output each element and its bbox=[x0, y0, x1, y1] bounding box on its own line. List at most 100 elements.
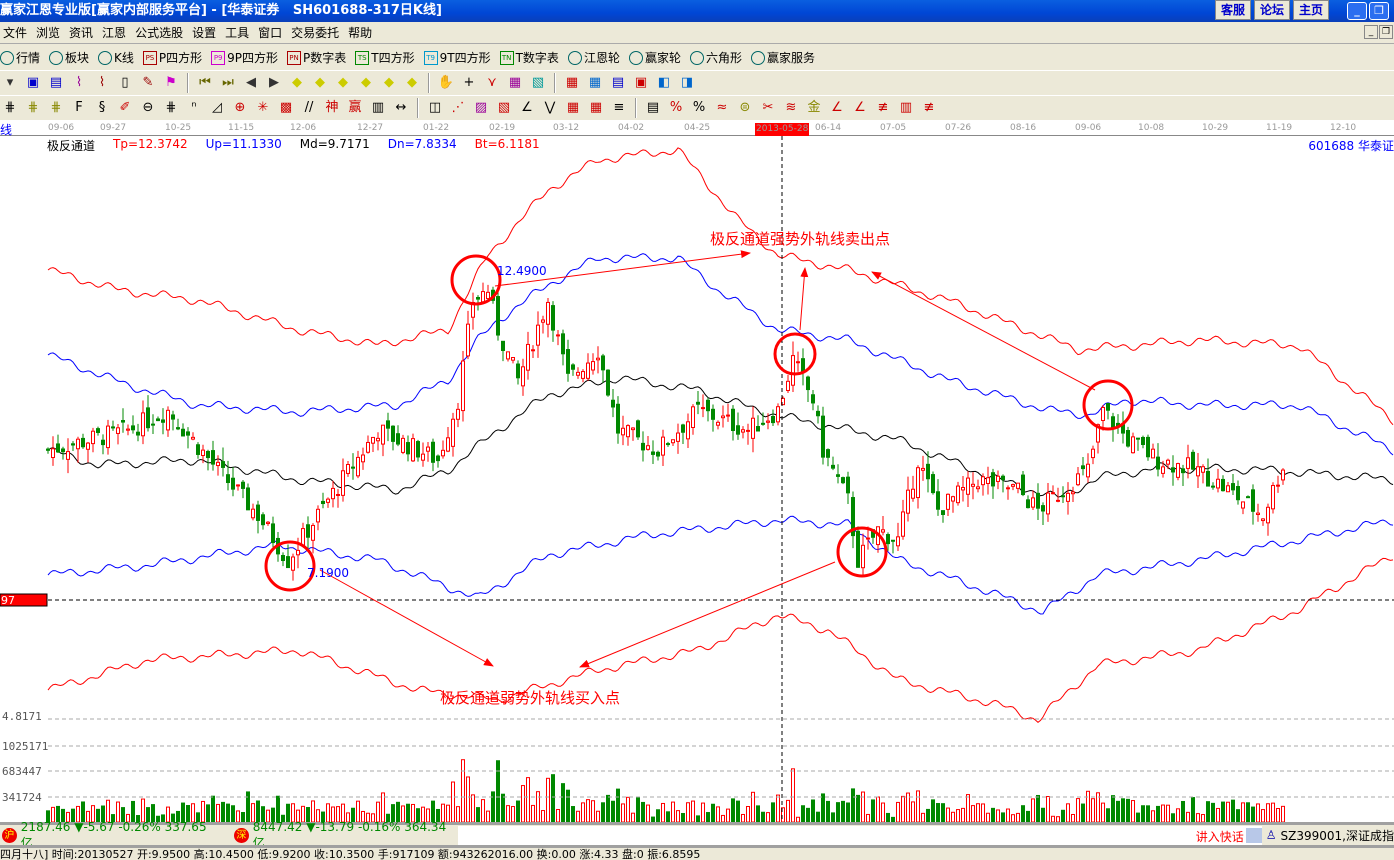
toolbar-item[interactable]: 江恩轮 bbox=[567, 49, 620, 66]
toolbar-item[interactable]: K线 bbox=[98, 49, 134, 66]
circle-icon[interactable]: ⊖ bbox=[142, 100, 154, 115]
fib-icon[interactable]: F bbox=[75, 100, 83, 115]
grid3-icon[interactable]: ▦ bbox=[589, 100, 603, 115]
wave-icon[interactable]: ≈ bbox=[716, 100, 728, 115]
menu-item[interactable]: 浏览 bbox=[36, 26, 61, 40]
dropdown-icon[interactable]: ▾ bbox=[6, 75, 14, 90]
square-icon[interactable]: ▩ bbox=[279, 100, 293, 115]
pct-icon[interactable]: % bbox=[692, 100, 706, 115]
calculator-icon[interactable]: ▦ bbox=[588, 75, 602, 90]
parallel-icon[interactable]: // bbox=[304, 100, 314, 115]
toolbar-item[interactable]: PN P数字表 bbox=[287, 49, 346, 66]
scissor-icon[interactable]: ✂ bbox=[762, 100, 774, 115]
channel-icon[interactable]: ≡ bbox=[613, 100, 625, 115]
network-icon[interactable]: ◧ bbox=[657, 75, 671, 90]
wave9-icon[interactable]: ⌇ bbox=[98, 75, 106, 90]
angle-line-icon[interactable]: ∠ bbox=[521, 100, 533, 115]
restore-icon[interactable]: ❐ bbox=[1369, 2, 1389, 20]
expand-icon[interactable]: ◆ bbox=[338, 75, 348, 90]
v-line-icon[interactable]: ⋁ bbox=[544, 100, 556, 115]
menu-item[interactable]: 设置 bbox=[192, 26, 217, 40]
minimize-icon[interactable]: _ bbox=[1347, 2, 1367, 20]
spiral-icon[interactable]: § bbox=[98, 100, 106, 115]
square-fan-icon[interactable]: ▨ bbox=[474, 100, 488, 115]
menu-item[interactable]: 江恩 bbox=[102, 26, 127, 40]
first-icon[interactable]: ⏮ bbox=[199, 75, 211, 90]
numbers-icon[interactable]: ▥ bbox=[371, 100, 385, 115]
next-icon[interactable]: ▶ bbox=[269, 75, 279, 90]
mdi-minimize-icon[interactable]: _ bbox=[1364, 25, 1378, 39]
save-icon[interactable]: ▣ bbox=[634, 75, 648, 90]
right-icon[interactable]: ◆ bbox=[315, 75, 325, 90]
menu-item[interactable]: 工具 bbox=[225, 26, 250, 40]
pen-icon[interactable]: ✐ bbox=[119, 100, 131, 115]
printer-icon[interactable]: ◨ bbox=[680, 75, 694, 90]
coin-icon[interactable]: ⊜ bbox=[739, 100, 751, 115]
bars-icon[interactable]: ≢ bbox=[877, 100, 889, 115]
line-icon[interactable]: ⋎ bbox=[487, 75, 497, 90]
draw-icon[interactable]: ✎ bbox=[142, 75, 154, 90]
gold2-icon[interactable]: ⋕ bbox=[50, 100, 62, 115]
customer-service-button[interactable]: 客服 bbox=[1215, 0, 1252, 20]
toolbar-item[interactable]: T9 9T四方形 bbox=[423, 49, 491, 66]
toolbar-item[interactable]: PS P四方形 bbox=[142, 49, 202, 66]
up-down-icon[interactable]: ◆ bbox=[384, 75, 394, 90]
toolbar-item[interactable]: 六角形 bbox=[689, 49, 742, 66]
last-icon[interactable]: ⏭ bbox=[222, 75, 234, 90]
quick-input[interactable]: 讲入快话 bbox=[457, 825, 1262, 845]
toolbar-item[interactable]: 赢家轮 bbox=[628, 49, 681, 66]
menu-item[interactable]: 帮助 bbox=[348, 26, 373, 40]
target-icon[interactable]: ⊕ bbox=[234, 100, 246, 115]
toolbar-item[interactable]: TS T四方形 bbox=[355, 49, 415, 66]
web-icon[interactable]: ✳ bbox=[257, 100, 269, 115]
menu-item[interactable]: 资讯 bbox=[69, 26, 94, 40]
gold-icon[interactable]: 金 bbox=[807, 100, 821, 115]
wave3-icon[interactable]: ⌇ bbox=[75, 75, 83, 90]
gold1-icon[interactable]: ⋕ bbox=[27, 100, 39, 115]
percent-icon[interactable]: % bbox=[669, 100, 683, 115]
left-icon[interactable]: ◆ bbox=[292, 75, 302, 90]
grid2-icon[interactable]: ▦ bbox=[566, 100, 580, 115]
menu-item[interactable]: 公式选股 bbox=[135, 26, 184, 40]
candle-icon[interactable]: ▯ bbox=[121, 75, 129, 90]
winner-icon[interactable]: 赢 bbox=[348, 100, 362, 115]
zoom-icon[interactable]: ◆ bbox=[407, 75, 417, 90]
table2-icon[interactable]: ▥ bbox=[899, 100, 913, 115]
toolbar-item[interactable]: 板块 bbox=[49, 49, 89, 66]
power-icon[interactable]: ⁿ bbox=[191, 100, 197, 115]
lines-icon[interactable]: ⋕ bbox=[165, 100, 177, 115]
table-icon[interactable]: ▤ bbox=[646, 100, 660, 115]
angle-icon[interactable]: ◿ bbox=[212, 100, 222, 115]
spin-icon[interactable] bbox=[1245, 827, 1262, 843]
forum-button[interactable]: 论坛 bbox=[1254, 0, 1291, 20]
shrink-icon[interactable]: ◆ bbox=[361, 75, 371, 90]
prev-icon[interactable]: ◀ bbox=[246, 75, 256, 90]
gann-angle-icon[interactable]: ∠ bbox=[831, 100, 843, 115]
homepage-button[interactable]: 主页 bbox=[1293, 0, 1330, 20]
gann-angle2-icon[interactable]: ∠ bbox=[854, 100, 866, 115]
flag-icon[interactable]: ⚑ bbox=[165, 75, 177, 90]
list-icon[interactable]: ▤ bbox=[49, 75, 63, 90]
grid-icon[interactable]: ▧ bbox=[531, 75, 545, 90]
god-icon[interactable]: 神 bbox=[325, 100, 339, 115]
hand-icon[interactable]: ✋ bbox=[437, 75, 455, 90]
toolbar-item[interactable]: 行情 bbox=[0, 49, 40, 66]
fan-icon[interactable]: ⋰ bbox=[451, 100, 465, 115]
toolbar-item[interactable]: 赢家服务 bbox=[750, 49, 815, 66]
pattern-icon[interactable]: ▣ bbox=[26, 75, 40, 90]
toolbar-item[interactable]: TN T数字表 bbox=[499, 49, 559, 66]
crosshair-icon[interactable]: + bbox=[463, 75, 475, 90]
kline-chart[interactable]: 极反通道 Tp=12.3742 Up=11.1330 Md=9.7171 Dn=… bbox=[0, 136, 1394, 822]
toolbar-item[interactable]: P9 9P四方形 bbox=[211, 49, 278, 66]
chan-icon[interactable]: ≋ bbox=[785, 100, 797, 115]
tower-icon[interactable]: ▦ bbox=[508, 75, 522, 90]
box-icon[interactable]: ◫ bbox=[428, 100, 442, 115]
gann-grid-icon[interactable]: ⋕ bbox=[4, 100, 16, 115]
bars2-icon[interactable]: ≢ bbox=[923, 100, 935, 115]
calendar-icon[interactable]: ▦ bbox=[565, 75, 579, 90]
menu-item[interactable]: 文件 bbox=[3, 26, 28, 40]
menu-item[interactable]: 交易委托 bbox=[291, 26, 340, 40]
measure-icon[interactable]: ↔ bbox=[395, 100, 407, 115]
mdi-restore-icon[interactable]: ❐ bbox=[1379, 25, 1393, 39]
document-icon[interactable]: ▤ bbox=[611, 75, 625, 90]
